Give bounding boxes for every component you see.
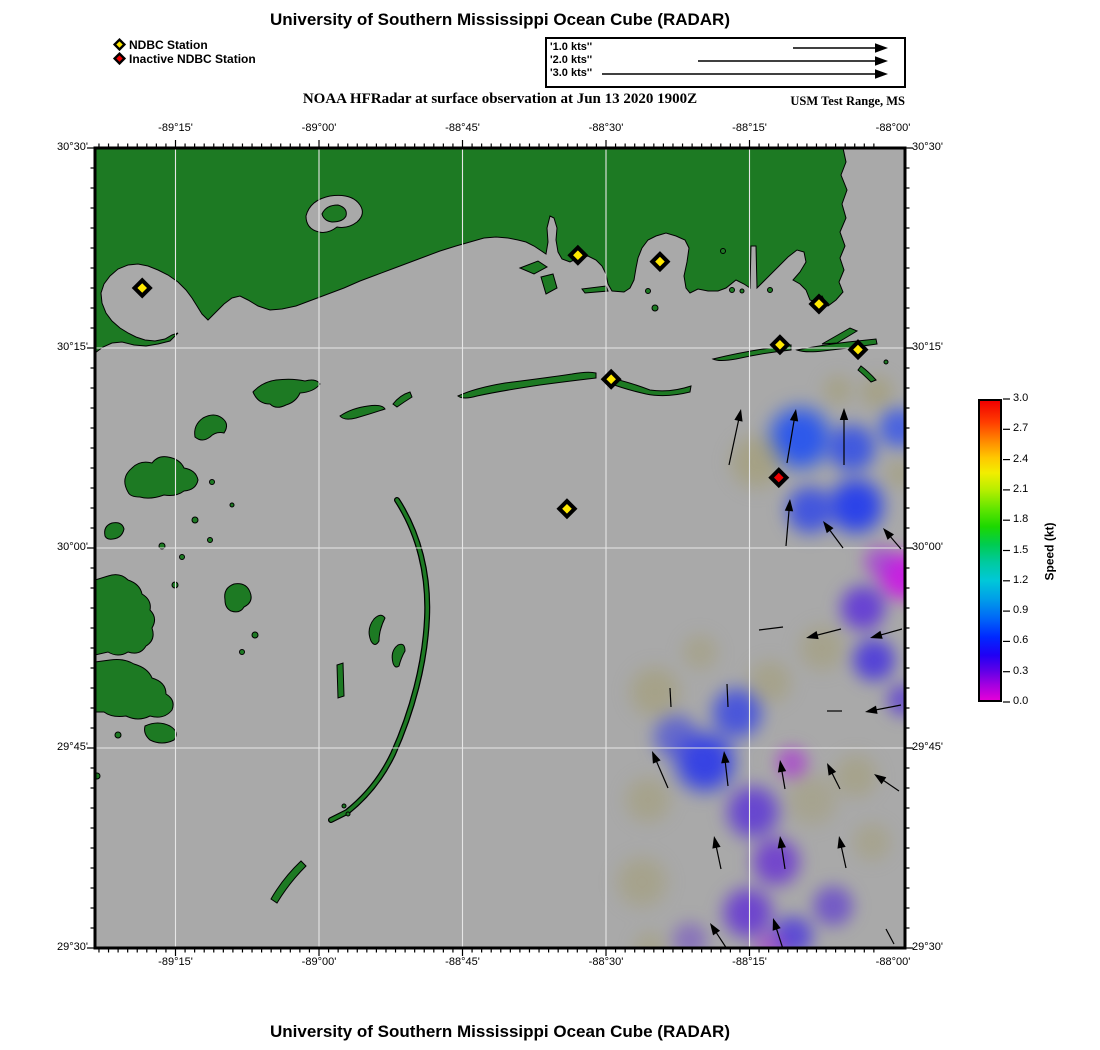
ndbc-station-diamond-icon xyxy=(112,37,127,52)
speed-colorbar xyxy=(978,399,1002,702)
axis-label-left: 29°30' xyxy=(57,941,88,953)
land-layer xyxy=(95,148,889,904)
marsh-patch-3 xyxy=(104,522,125,540)
marsh-patch-4 xyxy=(95,574,156,656)
island-cat xyxy=(252,378,321,408)
colorbar-tick-label: 3.0 xyxy=(1013,392,1029,404)
colorbar-tick-label: 2.1 xyxy=(1013,482,1029,495)
axis-label-right: 29°30' xyxy=(912,941,943,953)
map-canvas xyxy=(95,148,905,948)
inactive-ndbc-station-diamond-icon xyxy=(112,51,127,66)
axis-label-right: 30°30' xyxy=(912,141,943,153)
axis-label-left: 30°15' xyxy=(57,341,88,353)
axis-label-right: 29°45' xyxy=(912,741,943,753)
island-spit-west2 xyxy=(540,273,558,295)
legend-item-ndbc-station: NDBC Station xyxy=(112,37,208,52)
legend-item-inactive-ndbc-station: Inactive NDBC Station xyxy=(112,51,256,66)
footer-title: University of Southern Mississippi Ocean… xyxy=(269,1022,730,1041)
axis-label-top: -88°00' xyxy=(875,122,911,134)
axis-label-bottom: -88°45' xyxy=(445,956,480,968)
island-deer xyxy=(581,285,609,294)
scale-label-2kt: '2.0 kts'' xyxy=(550,54,593,66)
colorbar-tick-label: 1.5 xyxy=(1013,543,1029,556)
axis-label-bottom: -89°15' xyxy=(158,956,193,968)
axis-label-top: -88°15' xyxy=(732,122,767,134)
island-bean2 xyxy=(391,643,406,668)
legend-label: NDBC Station xyxy=(129,37,208,52)
axis-label-top: -89°00' xyxy=(301,122,337,134)
colorbar-tick-label: 2.7 xyxy=(1013,422,1029,435)
map-subtitle: NOAA HFRadar at surface observation at J… xyxy=(302,91,698,107)
axis-label-top: -89°15' xyxy=(158,122,193,134)
marsh-patch-7 xyxy=(224,583,252,613)
marsh-patch-5 xyxy=(95,659,174,720)
axis-label-bottom: -88°00' xyxy=(875,956,911,968)
axis-label-bottom: -89°00' xyxy=(301,956,337,968)
current-vectors-layer xyxy=(652,408,903,948)
island-spit-west xyxy=(518,260,548,275)
axis-label-right: 30°15' xyxy=(912,341,943,353)
axis-label-right: 30°00' xyxy=(912,541,943,553)
page-title: University of Southern Mississippi Ocean… xyxy=(269,10,730,29)
map-graphics xyxy=(95,148,905,948)
colorbar-tick-label: 0.3 xyxy=(1013,664,1029,677)
scale-label-1kt: '1.0 kts'' xyxy=(550,41,593,53)
colorbar-tick-label: 0.6 xyxy=(1013,634,1029,647)
axis-label-left: 29°45' xyxy=(57,741,88,753)
island-sliver xyxy=(336,662,345,699)
marsh-patch-1 xyxy=(194,414,228,441)
station-marker-active xyxy=(131,277,153,299)
island-petit-bois xyxy=(608,377,692,397)
axis-label-left: 30°30' xyxy=(57,141,88,153)
marsh-patch-2 xyxy=(124,456,199,499)
colorbar-title: Speed (kt) xyxy=(1042,522,1057,581)
colorbar-tick-label: 2.4 xyxy=(1013,452,1029,465)
colorbar-tick-label: 1.2 xyxy=(1013,573,1029,586)
scale-label-3kt: '3.0 kts'' xyxy=(550,67,593,79)
axis-label-top: -88°45' xyxy=(445,122,480,134)
island-horn xyxy=(457,371,597,399)
colorbar-tick-label: 0.0 xyxy=(1013,695,1029,707)
map-region-label: USM Test Range, MS xyxy=(790,94,905,108)
station-marker-inactive xyxy=(768,467,790,489)
islet-dots xyxy=(95,248,889,817)
island-bean1 xyxy=(368,614,386,645)
land-mainland xyxy=(95,148,848,354)
marsh-patch-6 xyxy=(144,722,177,744)
island-ship-east xyxy=(392,391,413,408)
axis-label-top: -88°30' xyxy=(588,122,624,134)
colorbar-tick-label: 0.9 xyxy=(1013,604,1029,617)
colorbar-tick-label: 1.8 xyxy=(1013,513,1029,526)
axis-label-bottom: -88°15' xyxy=(732,956,767,968)
station-marker-active xyxy=(556,498,578,520)
legend-label: Inactive NDBC Station xyxy=(129,51,256,66)
axis-label-bottom: -88°30' xyxy=(588,956,624,968)
island-ship-west xyxy=(339,404,386,420)
station-marker-active xyxy=(649,251,671,273)
island-pelican xyxy=(857,365,877,383)
vector-scale-box xyxy=(545,37,906,88)
axis-label-left: 30°00' xyxy=(57,541,88,553)
island-south-arc xyxy=(270,860,307,904)
